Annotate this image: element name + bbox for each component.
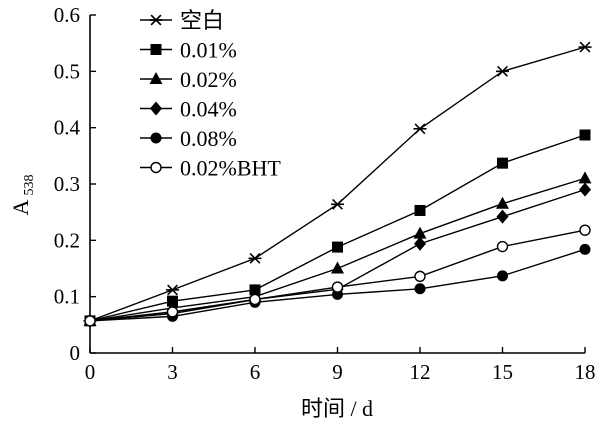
data-point <box>579 243 591 255</box>
data-point <box>496 240 509 253</box>
legend-marker <box>150 44 162 55</box>
data-point <box>414 204 426 216</box>
data-point <box>497 270 508 282</box>
data-point <box>497 157 508 169</box>
axes <box>89 15 585 354</box>
legend-item: 0.08% <box>140 126 237 151</box>
data-point <box>414 270 426 283</box>
data-point <box>413 123 427 135</box>
legend-marker <box>150 132 162 144</box>
legend-marker <box>149 14 163 26</box>
data-point <box>414 236 426 251</box>
legend-item: 0.02%BHT <box>140 156 281 181</box>
legend-item: 空白 <box>140 8 224 33</box>
data-point <box>578 41 592 53</box>
y-tick-label: 0.6 <box>54 3 80 27</box>
svg-text:A538: A 538 <box>8 175 37 216</box>
data-point <box>166 306 179 318</box>
series-group <box>83 41 592 328</box>
y-axis-title: A 538 <box>8 175 37 216</box>
data-point <box>496 196 509 209</box>
legend-label: 0.01% <box>180 38 237 63</box>
legend: 空白 0.01% 0.02% 0.04% 0.08% 0.02%BHT <box>140 8 281 181</box>
legend-label: 0.02% <box>180 67 237 92</box>
data-point <box>496 65 509 77</box>
data-point <box>332 241 343 253</box>
legend-marker <box>150 161 162 174</box>
x-tick-label: 3 <box>167 360 178 384</box>
series-6 <box>84 224 591 327</box>
series-1 <box>83 41 592 327</box>
legend-item: 0.02% <box>140 67 237 92</box>
legend-label: 0.08% <box>180 126 237 151</box>
legend-marker <box>150 101 162 116</box>
legend-label: 空白 <box>180 8 224 33</box>
data-point <box>331 261 344 274</box>
data-point <box>84 315 96 327</box>
ticks: 0 3 6 9 12 15 18 0 0.1 0.2 0.3 0.4 0.5 0.6 <box>54 3 596 384</box>
data-point <box>249 293 261 306</box>
data-point <box>578 171 592 184</box>
y-tick-label: 0.5 <box>54 59 80 83</box>
legend-item: 0.04% <box>140 97 237 122</box>
data-point <box>579 129 591 141</box>
x-tick-label: 12 <box>410 360 431 384</box>
data-point <box>248 252 262 264</box>
x-tick-label: 15 <box>492 360 513 384</box>
data-point <box>579 182 591 197</box>
y-tick-label: 0.1 <box>54 285 80 309</box>
data-point <box>579 224 591 236</box>
y-axis-title-subscript: 538 <box>22 175 37 196</box>
x-tick-label: 6 <box>250 360 261 384</box>
x-tick-label: 18 <box>575 360 596 384</box>
data-point <box>496 209 509 224</box>
y-tick-label: 0.2 <box>54 228 80 252</box>
y-tick-label: 0 <box>70 341 81 365</box>
legend-marker <box>149 72 163 84</box>
x-axis-title: 时间 / d <box>301 396 373 421</box>
data-point <box>331 198 344 210</box>
legend-item: 0.01% <box>140 38 237 63</box>
y-axis-title-main: A <box>8 199 33 215</box>
series-line <box>89 188 586 322</box>
x-tick-label: 9 <box>332 360 343 384</box>
data-point <box>414 283 426 295</box>
x-tick-label: 0 <box>85 360 96 384</box>
data-point <box>413 226 427 239</box>
y-tick-label: 0.4 <box>54 116 81 140</box>
data-point <box>331 281 344 293</box>
series-line <box>89 46 586 322</box>
legend-label: 0.04% <box>180 97 237 122</box>
legend-label: 0.02%BHT <box>180 156 281 181</box>
data-point <box>166 284 179 296</box>
y-tick-label: 0.3 <box>54 172 80 196</box>
